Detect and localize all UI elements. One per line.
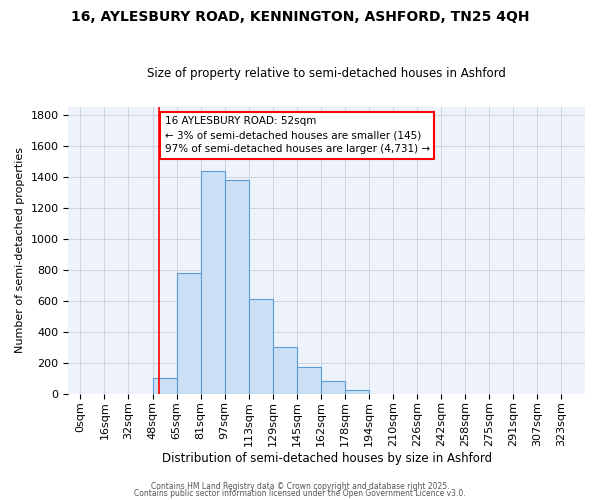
Bar [152, 378, 176, 394]
Title: Size of property relative to semi-detached houses in Ashford: Size of property relative to semi-detach… [147, 66, 506, 80]
Bar [176, 273, 200, 394]
Y-axis label: Number of semi-detached properties: Number of semi-detached properties [15, 148, 25, 354]
Bar [320, 380, 345, 394]
X-axis label: Distribution of semi-detached houses by size in Ashford: Distribution of semi-detached houses by … [161, 452, 492, 465]
Bar [345, 390, 369, 394]
Text: 16 AYLESBURY ROAD: 52sqm
← 3% of semi-detached houses are smaller (145)
97% of s: 16 AYLESBURY ROAD: 52sqm ← 3% of semi-de… [164, 116, 430, 154]
Bar [224, 180, 248, 394]
Bar [200, 170, 224, 394]
Bar [296, 368, 320, 394]
Text: 16, AYLESBURY ROAD, KENNINGTON, ASHFORD, TN25 4QH: 16, AYLESBURY ROAD, KENNINGTON, ASHFORD,… [71, 10, 529, 24]
Text: Contains public sector information licensed under the Open Government Licence v3: Contains public sector information licen… [134, 490, 466, 498]
Bar [272, 347, 296, 394]
Text: Contains HM Land Registry data © Crown copyright and database right 2025.: Contains HM Land Registry data © Crown c… [151, 482, 449, 491]
Bar [248, 299, 272, 394]
